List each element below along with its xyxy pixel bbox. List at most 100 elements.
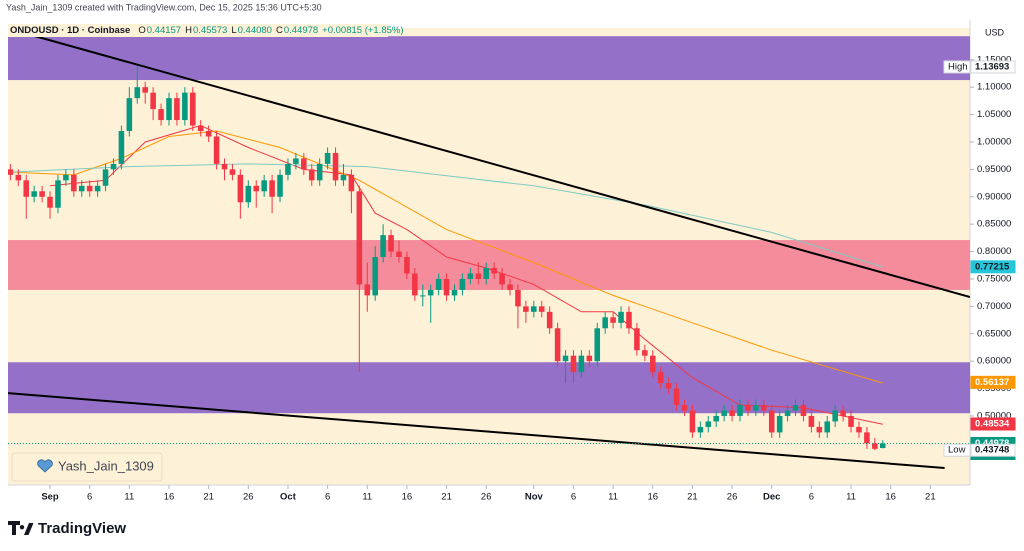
candle-body [293,158,299,164]
candle-body [86,185,93,192]
y-tick-label: 1.05000 [977,109,1011,120]
candle-body [673,388,680,405]
candle-body [800,404,807,416]
x-tick-label: 21 [441,492,452,503]
zone [8,36,970,81]
candles [8,66,886,451]
candle-body [792,404,799,411]
x-tick-label: Oct [280,492,297,503]
candle-body [55,180,61,208]
ohlc-value: 0.44080 [238,25,272,36]
candle-body [776,415,783,433]
watermark-text: Yash_Jain_1309 [58,458,154,473]
x-tick-label: 21 [203,492,214,503]
candle-body [515,289,521,307]
currency: USD [985,27,1005,37]
candle-body [499,273,505,285]
candle-body [467,273,474,279]
candle-body [126,98,133,132]
candle-body [396,251,402,258]
header-bg [8,24,388,37]
x-tick-label: 6 [325,492,330,503]
candle-body [301,158,307,170]
ohlc-value: 0.45573 [193,25,227,36]
candle-body [174,98,180,121]
price-badge-label: 0.56137 [975,377,1009,388]
x-tick-label: 16 [885,492,896,503]
brand-text: TradingView [38,520,126,537]
x-tick-label: 26 [481,492,492,503]
trendline [8,28,970,299]
candle-body [102,169,109,186]
candle-body [832,410,838,422]
price-axis: 1.15000 1.10000 1.05000 1.00000 0.95000 0.900… [41,54,1011,502]
candle-body [134,87,141,99]
candle-body [562,355,569,362]
candle-body [578,355,585,373]
credit: Yash_Jain_1309 created with TradingView.… [6,2,322,12]
price-badge [970,375,1016,389]
ohlc-value: 0.44157 [147,25,181,36]
ohlc-key: L [231,25,236,36]
ohlc-key: C [276,25,283,36]
candle-body [610,317,616,323]
y-tick-label: 0.85000 [977,219,1011,230]
zone [8,240,970,290]
trendline [8,392,945,470]
candle-body [665,383,672,389]
x-tick-label: Nov [525,492,544,503]
candle-body [316,163,323,181]
candle-body [94,185,101,192]
candle-body [879,443,886,448]
candle-body [39,191,45,197]
candle-body [8,169,14,175]
x-tick-label: 21 [925,492,936,503]
trendlines [8,28,970,470]
candle-body [713,415,719,422]
y-tick-label: 1.00000 [977,136,1011,147]
candle-body [443,278,450,296]
y-tick-label: 0.60000 [977,356,1011,367]
candle-body [15,174,22,181]
candle-body [864,432,870,444]
candle-body [412,273,418,296]
candle-body [364,284,371,296]
candle-body [681,404,688,411]
x-tick-label: 11 [362,492,372,503]
candle-body [523,306,529,312]
candle-body [618,311,624,323]
candle-body [261,180,267,192]
x-tick-label: 11 [608,492,618,503]
candle-body [269,180,275,197]
candle-body [697,426,704,433]
header: ONDOUSD · 1D · Coinbase O 0.44157 H 0.45573 L… [8,24,404,37]
change: +0.00815 (+1.85%) [322,25,403,36]
x-tick-label: 16 [647,492,658,503]
tag-label: High [948,61,968,72]
heart-icon [37,459,53,473]
candle-body [404,257,410,274]
candle-body [348,174,355,192]
candle-body [642,350,648,356]
candle-body [808,415,815,427]
candle-body [190,92,196,126]
moving-average [10,163,883,268]
candle-body [602,317,608,329]
candle-body [554,328,561,362]
price-badge-label: 1.13693 [975,61,1009,72]
candle-body [205,131,212,137]
x-tick-label: 6 [87,492,92,503]
candle-body [118,131,125,164]
candle-body [570,355,577,373]
candle-body [245,185,252,203]
candle-body [372,257,378,296]
price-badge [970,60,1016,74]
candle-body [78,185,85,192]
candle-body [745,404,751,411]
candle-body [594,328,601,362]
candle-body [753,404,759,411]
candle-body [71,174,77,192]
candle-body [277,174,283,197]
candle-body [491,268,497,274]
x-tick-label: 21 [687,492,698,503]
